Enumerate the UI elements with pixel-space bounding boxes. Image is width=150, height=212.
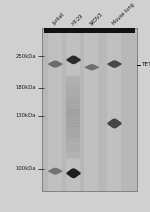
- Text: TET3: TET3: [141, 62, 150, 67]
- Bar: [48, 28, 62, 191]
- Bar: [44, 28, 135, 33]
- Bar: [84, 28, 98, 191]
- Text: SKOV3: SKOV3: [88, 11, 104, 26]
- Text: 130kDa: 130kDa: [16, 113, 36, 118]
- Text: 250kDa: 250kDa: [15, 54, 36, 59]
- Bar: [66, 28, 80, 191]
- Bar: [107, 28, 121, 191]
- Text: Jurkat: Jurkat: [52, 13, 66, 26]
- Text: Mouse lung: Mouse lung: [111, 3, 135, 26]
- Text: 100kDa: 100kDa: [15, 166, 36, 171]
- Text: HT-29: HT-29: [70, 13, 84, 26]
- Text: 180kDa: 180kDa: [15, 85, 36, 91]
- Bar: [42, 28, 136, 191]
